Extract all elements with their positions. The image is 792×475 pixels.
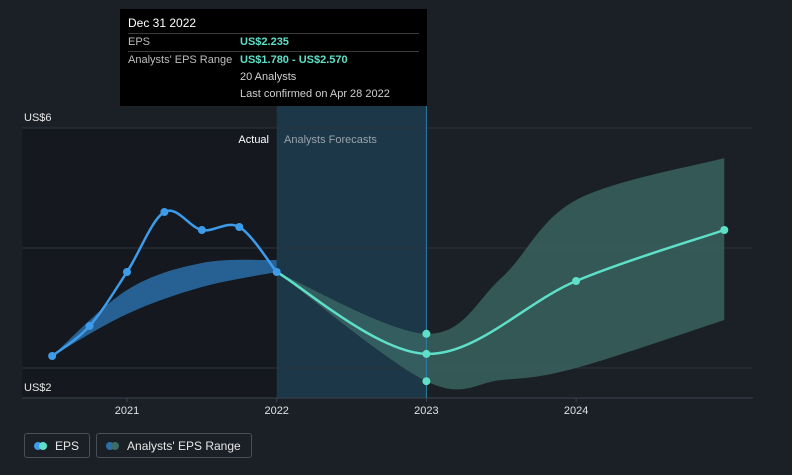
tooltip-eps-row: EPS US$2.235 (128, 33, 419, 51)
eps-actual-point (123, 268, 131, 276)
tooltip-eps-label: EPS (128, 36, 151, 48)
eps-actual-point (197, 226, 206, 234)
eps-actual-point (235, 223, 244, 231)
tooltip-date: Dec 31 2022 (128, 16, 197, 30)
range-high-point (422, 329, 431, 338)
data-points (48, 208, 729, 360)
eps-forecast-point (572, 277, 581, 285)
legend-eps-label: EPS (55, 438, 80, 453)
eps-actual-point (272, 268, 281, 276)
eps-legend-icon (34, 441, 48, 450)
gridlines (22, 127, 753, 399)
x-tick-label: 2023 (414, 405, 438, 417)
forecast-eps-range-band (276, 158, 725, 390)
past-eps-range-band (52, 259, 277, 356)
y-axis-label-bottom: US$2 (24, 382, 52, 394)
legend-range-label: Analysts' EPS Range (127, 438, 241, 453)
eps-actual-point (160, 208, 169, 216)
tooltip-eps-value: US$2.235 (240, 36, 289, 48)
tooltip-confirmed-row: Last confirmed on Apr 28 2022 (128, 86, 419, 103)
range-low-point (422, 377, 431, 386)
tooltip-range-label: Analysts' EPS Range (128, 54, 233, 66)
eps-forecast-point (422, 349, 431, 358)
x-tick-label: 2021 (115, 405, 139, 417)
forecast-eps-line (276, 228, 725, 356)
tooltip-analysts: 20 Analysts (240, 71, 297, 83)
legend-eps-toggle[interactable]: EPS (24, 433, 91, 458)
x-tick-label: 2024 (564, 405, 588, 417)
eps-actual-point (48, 352, 57, 360)
range-points (422, 329, 431, 386)
eps-actual-point (85, 322, 94, 330)
tooltip-confirmed: Last confirmed on Apr 28 2022 (240, 88, 390, 100)
eps-forecast-point (720, 226, 729, 234)
tooltip-analysts-row: 20 Analysts (128, 69, 419, 86)
chart-legend: EPS Analysts' EPS Range (24, 433, 252, 458)
tooltip-range-value: US$1.780 - US$2.570 (240, 54, 348, 66)
actual-label: Actual (238, 134, 269, 146)
y-axis-label-top: US$6 (24, 112, 52, 124)
range-legend-icon (106, 441, 120, 450)
legend-range-toggle[interactable]: Analysts' EPS Range (96, 433, 252, 458)
x-tick-label: 2022 (264, 405, 288, 417)
forecast-label: Analysts Forecasts (284, 134, 377, 146)
tooltip-range-row: Analysts' EPS Range US$1.780 - US$2.570 (128, 51, 419, 69)
x-axis-ticks: 2021 2022 2023 2024 (115, 398, 588, 417)
eps-tooltip: Dec 31 2022 EPS US$2.235 Analysts' EPS R… (120, 9, 427, 106)
